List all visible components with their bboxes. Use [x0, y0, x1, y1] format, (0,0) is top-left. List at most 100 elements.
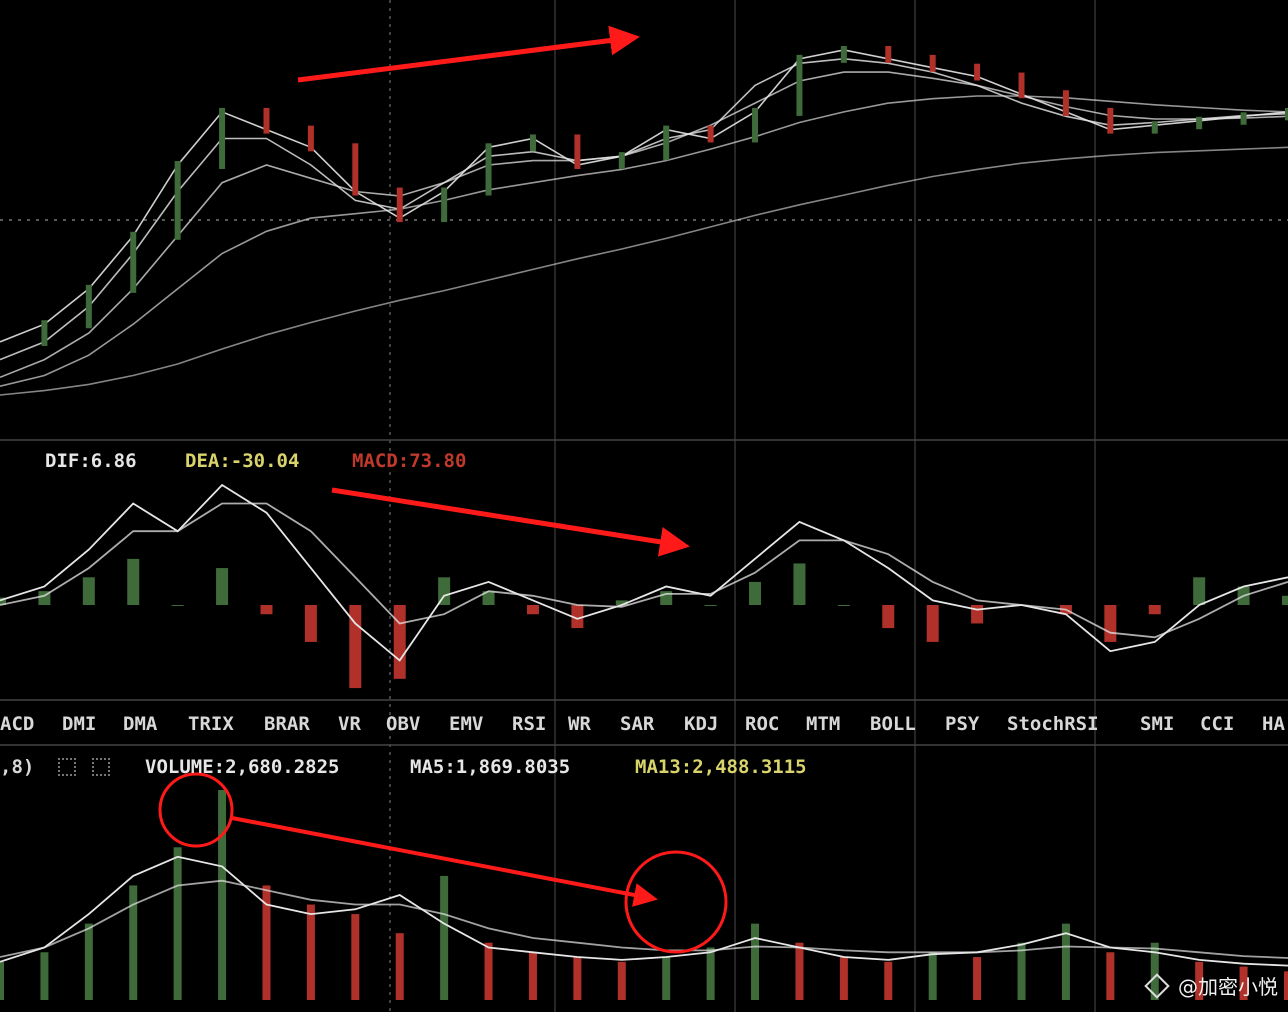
candle [885, 46, 892, 63]
candle [752, 107, 759, 143]
candle [840, 46, 847, 63]
candle [974, 63, 981, 81]
volume-bar [884, 961, 893, 1000]
indicator-tab-brar[interactable]: BRAR [264, 713, 310, 735]
volume-bar [528, 952, 537, 1000]
volume-bar [218, 790, 227, 1000]
volume-bar [1150, 942, 1159, 1000]
macd-histogram-bar [882, 605, 895, 629]
macd-histogram-bar [1282, 595, 1288, 605]
volume-bar [173, 847, 182, 1000]
macd-histogram-bar [615, 600, 628, 605]
annotations [158, 25, 728, 954]
indicator-tab-ha[interactable]: HA [1262, 713, 1285, 735]
indicator-tab-roc[interactable]: ROC [745, 713, 780, 735]
macd-histogram-bar [260, 605, 273, 615]
macd-panel [0, 483, 1288, 689]
indicator-tab-psy[interactable]: PSY [945, 713, 980, 735]
macd-histogram-bar [393, 605, 406, 679]
volume-bar [795, 942, 804, 1000]
macd-histogram-bar [837, 605, 850, 606]
candle [485, 143, 492, 196]
candle [263, 107, 270, 134]
candle [618, 152, 625, 169]
watermark: @加密小悦 [1144, 971, 1278, 1000]
macd-value-label: MACD:73.80 [352, 450, 467, 472]
volume-bar [395, 933, 404, 1000]
indicator-tab-stochrsi[interactable]: StochRSI [1007, 713, 1099, 735]
volume-params-label: ,8) [0, 756, 35, 778]
indicator-tab-wr[interactable]: WR [568, 713, 591, 735]
indicator-tab-smi[interactable]: SMI [1140, 713, 1175, 735]
macd-histogram-bar [971, 605, 984, 624]
annotation-arrow [331, 487, 690, 557]
candle [41, 320, 48, 346]
candle [707, 125, 714, 143]
candle [796, 54, 803, 116]
candle [85, 284, 92, 329]
candle [307, 125, 314, 152]
volume-bar [440, 875, 449, 1000]
price-ma-line [0, 71, 1288, 379]
indicator-tab-sar[interactable]: SAR [620, 713, 655, 735]
volume-bar [1017, 942, 1026, 1000]
volume-bar [129, 885, 138, 1000]
candle [352, 143, 359, 196]
volume-bar [973, 957, 982, 1000]
macd-histogram-bar [1148, 605, 1161, 615]
ma5-label: MA5:1,869.8035 [410, 756, 571, 778]
indicator-tab-mtm[interactable]: MTM [806, 713, 841, 735]
price-ma-line [0, 57, 1288, 361]
close-icon[interactable] [92, 758, 110, 776]
indicator-tab-trix[interactable]: TRIX [188, 713, 234, 735]
indicator-tab-vr[interactable]: VR [338, 713, 361, 735]
macd-histogram-bar [0, 597, 6, 605]
ma13-label: MA13:2,488.3115 [635, 756, 807, 778]
candle [1151, 121, 1158, 134]
annotation-arrow [231, 816, 658, 907]
macd-histogram-bar [82, 577, 95, 605]
volume-bar [928, 952, 937, 1000]
volume-bar [1239, 966, 1248, 1000]
volume-bar [706, 947, 715, 1000]
volume-bar [751, 923, 760, 1000]
volume-bar [262, 885, 271, 1000]
macd-histogram-bar [127, 558, 140, 605]
indicator-tab-emv[interactable]: EMV [449, 713, 484, 735]
indicator-tab-obv[interactable]: OBV [386, 713, 421, 735]
indicator-tab-dma[interactable]: DMA [123, 713, 158, 735]
volume-bar [573, 957, 582, 1000]
macd-histogram-bar [526, 605, 539, 615]
candle [1018, 72, 1025, 99]
indicator-tab-boll[interactable]: BOLL [870, 713, 916, 735]
volume-bar [1061, 923, 1070, 1000]
volume-bar [662, 957, 671, 1000]
indicator-tab-cci[interactable]: CCI [1200, 713, 1235, 735]
macd-histogram-bar [482, 591, 495, 605]
indicator-tab-acd[interactable]: ACD [0, 713, 35, 735]
indicator-tab-rsi[interactable]: RSI [512, 713, 547, 735]
price-ma-line [0, 95, 1288, 387]
volume-bar [306, 904, 315, 1000]
ma13-line [0, 879, 1288, 959]
price-panel [0, 46, 1288, 396]
macd-dif-label: DIF:6.86 [45, 450, 137, 472]
macd-histogram-bar [171, 605, 184, 606]
macd-histogram-bar [793, 563, 806, 605]
price-ma-line [0, 146, 1288, 396]
volume-bar [617, 961, 626, 1000]
dea-line [0, 502, 1288, 639]
logo-icon [1144, 973, 1170, 999]
settings-icon[interactable] [58, 758, 76, 776]
dif-line [0, 483, 1288, 662]
volume-bar [839, 957, 848, 1000]
macd-histogram-bar [1193, 577, 1206, 605]
indicator-tab-dmi[interactable]: DMI [62, 713, 97, 735]
price-ma-line [0, 49, 1288, 343]
candle [441, 187, 448, 223]
indicator-tab-kdj[interactable]: KDJ [684, 713, 719, 735]
volume-bar [1195, 961, 1204, 1000]
candle [1196, 116, 1203, 130]
